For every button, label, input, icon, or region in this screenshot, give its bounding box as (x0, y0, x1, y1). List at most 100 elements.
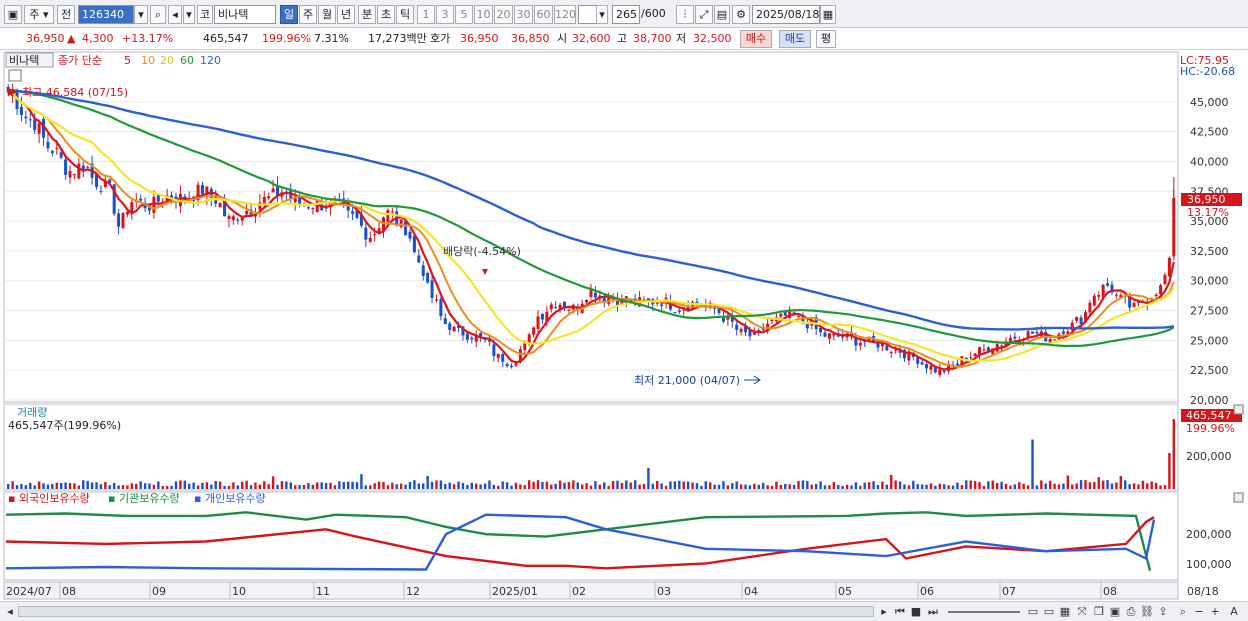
sound-icon[interactable]: ◂ (168, 5, 182, 24)
first-page-icon[interactable]: ⏮ (895, 605, 905, 618)
mult-5-button[interactable]: 5 (455, 5, 473, 24)
volume-bar (497, 485, 500, 489)
layout-toggle-icon[interactable]: ▭ (1043, 605, 1055, 618)
candle-body (262, 196, 266, 206)
link-icon[interactable]: ⛓ (1140, 605, 1154, 618)
volume-bar (1106, 480, 1109, 489)
volume-bar (382, 481, 385, 489)
stop-icon[interactable]: ■ (910, 605, 922, 618)
period-select[interactable]: 주 ▾ (24, 5, 54, 24)
search-icon[interactable]: ⌕ (150, 5, 166, 24)
tf-month-button[interactable]: 월 (318, 5, 336, 24)
holdings-panel[interactable] (3, 491, 1179, 581)
avg-button[interactable]: 평 (816, 30, 836, 48)
drawing-tool-icon[interactable]: ⤢ (695, 5, 713, 24)
candle-body (1048, 338, 1052, 343)
min-annotation: 최저 21,000 (04/07) (634, 374, 740, 387)
mult-3-button[interactable]: 3 (436, 5, 454, 24)
volume-bar (510, 485, 513, 489)
print-icon[interactable]: ⎙ (1126, 605, 1136, 618)
tf-year-button[interactable]: 년 (337, 5, 355, 24)
font-size-icon[interactable]: A (1230, 605, 1238, 618)
chart-toolbar: ▣ 주 ▾ 전 126340 ▾ ⌕ ◂ ▾ 코 비나텍 일 주 월 년 분 초… (0, 0, 1248, 28)
tf-tick-button[interactable]: 틱 (396, 5, 414, 24)
drag-icon[interactable]: ⤧ (1077, 605, 1087, 618)
candle-body (942, 370, 946, 373)
candle-body (130, 202, 134, 213)
volume-panel[interactable] (3, 403, 1179, 491)
mult-10-button[interactable]: 10 (474, 5, 493, 24)
scroll-right-icon[interactable]: ▸ (881, 605, 887, 618)
layout-icon[interactable]: ▣ (4, 5, 22, 24)
tf-day-button[interactable]: 일 (280, 5, 298, 24)
volume-bar (558, 480, 562, 489)
date-input[interactable]: 2025/08/18 (752, 5, 820, 24)
tile-icon[interactable]: ▦ (1059, 605, 1071, 618)
market-badge: 코 (197, 5, 213, 24)
sell-button[interactable]: 매도 (779, 30, 811, 48)
price-panel[interactable] (3, 51, 1179, 403)
tf-week-button[interactable]: 주 (299, 5, 317, 24)
volume-bar (329, 482, 332, 489)
prev-button[interactable]: 전 (57, 5, 75, 24)
mult-30-button[interactable]: 30 (514, 5, 533, 24)
export-icon[interactable]: ⇪ (1158, 605, 1168, 618)
magnifier-icon[interactable]: ⌕ (1179, 605, 1187, 618)
volume-bar (801, 480, 805, 489)
mult-60-button[interactable]: 60 (534, 5, 553, 24)
mult-20-button[interactable]: 20 (494, 5, 513, 24)
volume-panel-title: 거래량 (17, 406, 47, 419)
candle-body (439, 298, 443, 317)
settings-gear-icon[interactable]: ⚙ (732, 5, 750, 24)
more-dropdown-icon[interactable]: ▾ (183, 5, 195, 24)
grid-toggle-icon[interactable] (8, 69, 22, 82)
volume-bar (42, 483, 45, 489)
stock-name-field[interactable]: 비나텍 (214, 5, 276, 24)
mult-1-button[interactable]: 1 (417, 5, 435, 24)
calendar-icon[interactable]: ▦ (820, 5, 836, 24)
ma60-line (8, 89, 1175, 348)
candle-type-icon[interactable]: ⫶ (676, 5, 694, 24)
holdings-panel-close-icon[interactable] (1233, 492, 1244, 503)
legend-foreign: ▪ 외국인보유수량 (8, 492, 90, 505)
volume-bar (77, 485, 81, 489)
last-page-icon[interactable]: ⏭ (928, 605, 938, 618)
event-marker-icon (482, 269, 488, 275)
candle-body (536, 316, 540, 329)
horizontal-scrollbar[interactable] (18, 606, 874, 617)
volume-bar (1119, 475, 1123, 489)
candle-body (752, 331, 756, 335)
chart-area[interactable]: 비나텍 종가 단순 5 10 20 60 120 최고 46,584 (07/1… (0, 50, 1248, 601)
interval-dropdown-icon[interactable]: ▾ (596, 5, 608, 24)
ma20-label: 20 (160, 54, 174, 67)
candle-body (156, 194, 160, 202)
volume-panel-close-icon[interactable] (1233, 404, 1244, 415)
tf-second-button[interactable]: 초 (377, 5, 395, 24)
copy-icon[interactable]: ❐ (1094, 605, 1104, 618)
candle-body (452, 326, 456, 332)
code-dropdown-icon[interactable]: ▾ (134, 5, 148, 24)
buy-button[interactable]: 매수 (740, 30, 772, 48)
save-icon[interactable]: ▤ (714, 5, 730, 24)
bar-count-input[interactable]: 265 (612, 5, 640, 24)
zoom-out-icon[interactable]: − (1194, 605, 1204, 618)
candle-body (373, 234, 377, 236)
volume-bar (700, 485, 703, 489)
volume-bar (717, 484, 721, 489)
zoom-slider[interactable] (948, 611, 1020, 613)
chart-canvas[interactable]: 비나텍 종가 단순 5 10 20 60 120 최고 46,584 (07/1… (0, 50, 1248, 601)
candle-body (165, 195, 169, 203)
image-icon[interactable]: ▣ (1109, 605, 1121, 618)
split-view-icon[interactable]: ▭ (1027, 605, 1039, 618)
scroll-left-icon[interactable]: ◂ (7, 605, 13, 618)
zoom-in-icon[interactable]: + (1210, 605, 1220, 618)
volume-bar (814, 484, 818, 489)
candle-body (602, 297, 606, 302)
stock-code-input[interactable]: 126340 (78, 5, 134, 24)
volume-bar (651, 483, 655, 489)
volume-bar (51, 483, 54, 489)
volume-bar (1062, 483, 1065, 489)
candle-body (315, 200, 319, 212)
mult-120-button[interactable]: 120 (554, 5, 576, 24)
tf-minute-button[interactable]: 분 (358, 5, 376, 24)
